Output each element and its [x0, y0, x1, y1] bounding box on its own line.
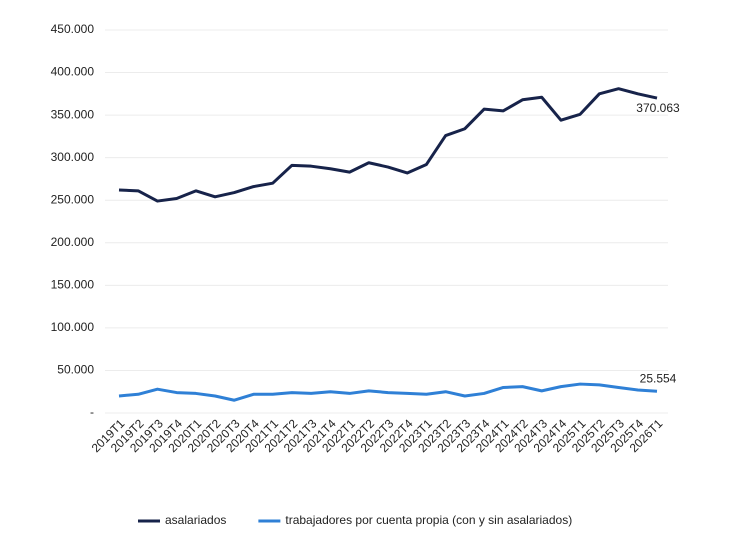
- y-tick-label: 150.000: [51, 278, 95, 292]
- value-label: 25.554: [640, 371, 677, 385]
- legend-label: trabajadores por cuenta propia (con y si…: [285, 513, 572, 527]
- y-tick-label: 50.000: [57, 363, 94, 377]
- series-line: [118, 87, 658, 203]
- y-tick-label: 200.000: [51, 235, 95, 249]
- y-tick-label: 100.000: [51, 320, 95, 334]
- y-tick-label: 400.000: [51, 65, 95, 79]
- value-label: 370.063: [636, 101, 680, 115]
- y-tick-label: 350.000: [51, 107, 95, 121]
- y-tick-label: 250.000: [51, 192, 95, 206]
- y-tick-label: 450.000: [51, 22, 95, 36]
- series-line: [118, 382, 658, 402]
- y-tick-label: 300.000: [51, 150, 95, 164]
- legend-label: asalariados: [165, 513, 226, 527]
- y-tick-label: -: [90, 405, 94, 419]
